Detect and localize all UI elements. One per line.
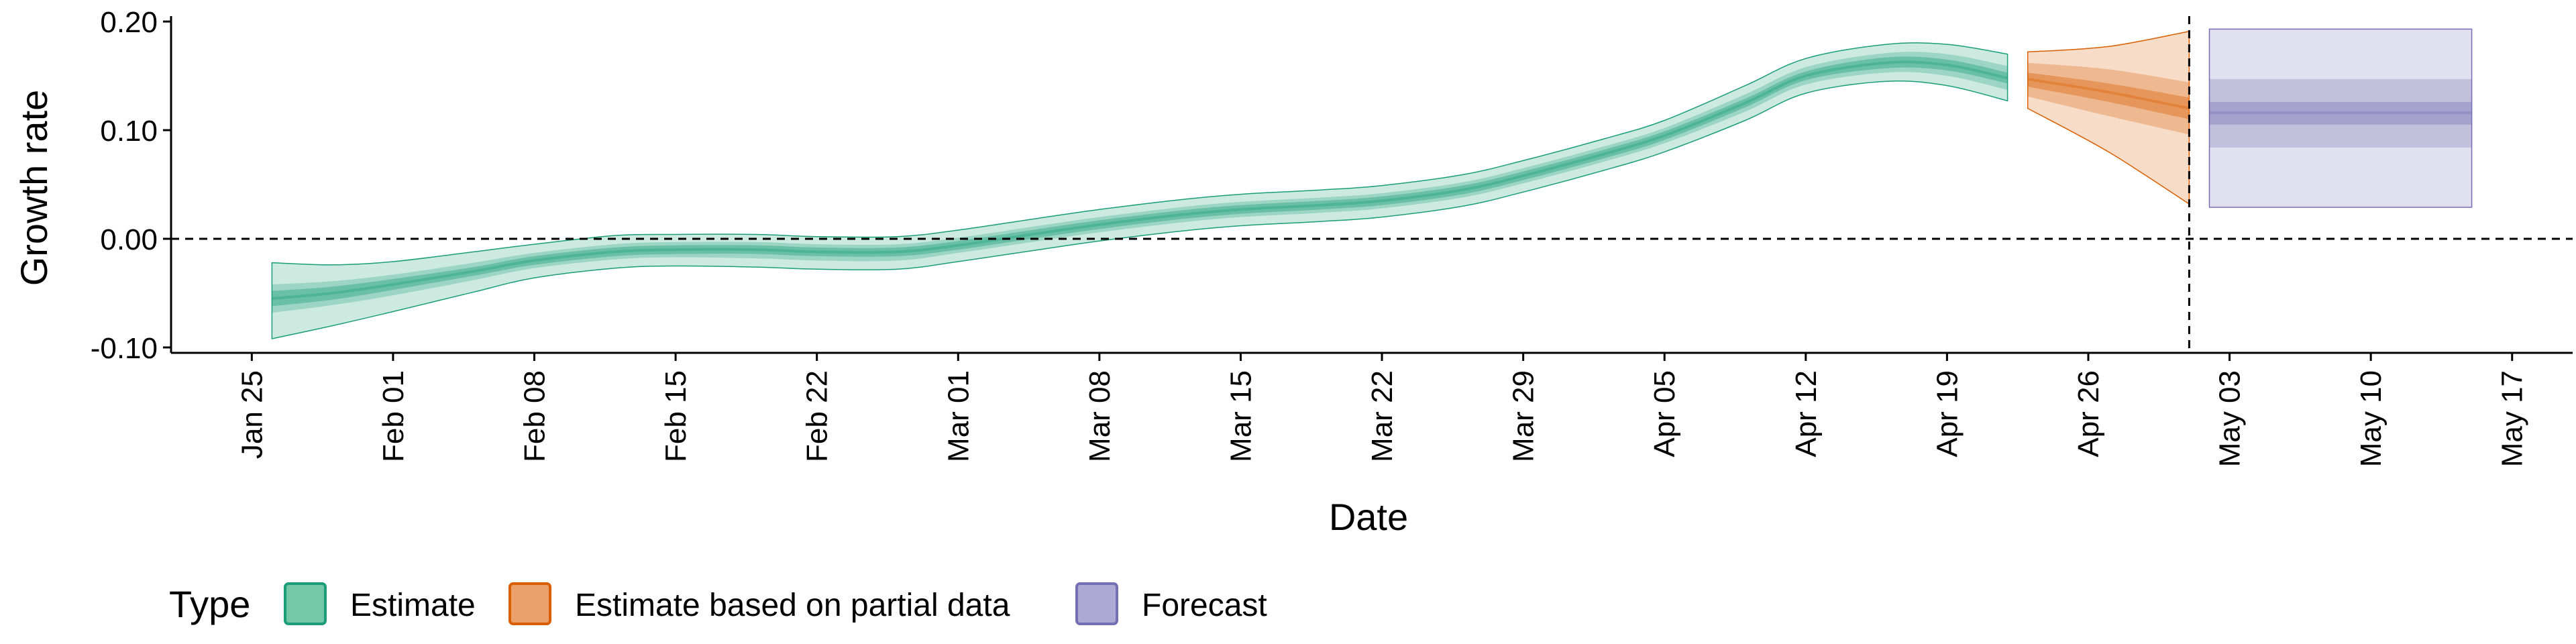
estimate-median-line — [272, 60, 2008, 300]
x-tick-label: May 03 — [2214, 370, 2247, 467]
reference-lines — [171, 16, 2573, 353]
legend-item: Forecast — [1075, 582, 1267, 625]
series-forecast — [2208, 28, 2473, 208]
x-tick-label: Apr 26 — [2072, 370, 2105, 458]
x-tick-label: Mar 29 — [1507, 370, 1540, 462]
median-lines — [272, 60, 2472, 300]
estimate-based-on-partial-data-band-20 — [2027, 72, 2190, 119]
y-axis-ticks: -0.10 0.00 0.10 0.20 — [91, 6, 171, 365]
x-tick-label: Mar 15 — [1224, 370, 1257, 462]
y-tick-label: 0.00 — [100, 223, 158, 256]
legend-swatch — [508, 582, 551, 625]
x-tick-label: Jan 25 — [235, 370, 268, 459]
x-tick-label: Mar 08 — [1083, 370, 1116, 462]
x-tick-label: May 17 — [2496, 370, 2529, 467]
legend-item: Estimate — [284, 582, 476, 625]
y-tick-label: -0.10 — [91, 332, 158, 365]
x-tick-label: Feb 15 — [659, 370, 692, 462]
estimate-based-on-partial-data-median-line — [2027, 77, 2190, 110]
legend-label: Estimate — [350, 588, 476, 623]
legend: Type Estimate Estimate based on partial d… — [169, 582, 1267, 625]
forecast-band-50 — [2209, 78, 2472, 148]
estimate-based-on-partial-data-band-50 — [2027, 62, 2190, 135]
x-axis-title: Date — [1329, 496, 1408, 538]
x-tick-label: Apr 12 — [1790, 370, 1823, 458]
legend-swatch — [1075, 582, 1118, 625]
x-tick-label: Apr 05 — [1648, 370, 1681, 458]
legend-item: Estimate based on partial data — [508, 582, 1010, 625]
estimate-band-50 — [272, 52, 2008, 313]
interval-bands — [271, 28, 2473, 339]
legend-label: Estimate based on partial data — [575, 588, 1010, 623]
y-axis-title: Growth rate — [13, 90, 55, 286]
x-tick-label: Feb 08 — [519, 370, 551, 462]
y-tick-label: 0.10 — [100, 115, 158, 148]
series-estimate — [271, 42, 2008, 339]
x-tick-label: Feb 22 — [801, 370, 834, 462]
x-axis-ticks: Jan 25 Feb 01 Feb 08 Feb 15 Feb 22 Mar 01 Mar … — [235, 353, 2529, 467]
x-tick-label: Mar 22 — [1366, 370, 1399, 462]
x-tick-label: May 10 — [2355, 370, 2387, 467]
axes — [170, 16, 2573, 354]
legend-title: Type — [169, 583, 250, 625]
x-tick-label: Apr 19 — [1931, 370, 1964, 458]
x-tick-label: Mar 01 — [942, 370, 975, 462]
estimate-band-90 — [271, 42, 2008, 339]
y-tick-label: 0.20 — [100, 6, 158, 39]
legend-label: Forecast — [1142, 588, 1267, 623]
forecast-band-20 — [2209, 101, 2472, 125]
series-estimate-based-on-partial-data — [2027, 30, 2190, 205]
x-tick-label: Feb 01 — [377, 370, 410, 462]
legend-swatch — [284, 582, 327, 625]
forecast-band-90 — [2208, 28, 2473, 208]
